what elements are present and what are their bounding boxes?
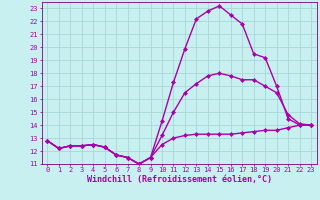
- X-axis label: Windchill (Refroidissement éolien,°C): Windchill (Refroidissement éolien,°C): [87, 175, 272, 184]
